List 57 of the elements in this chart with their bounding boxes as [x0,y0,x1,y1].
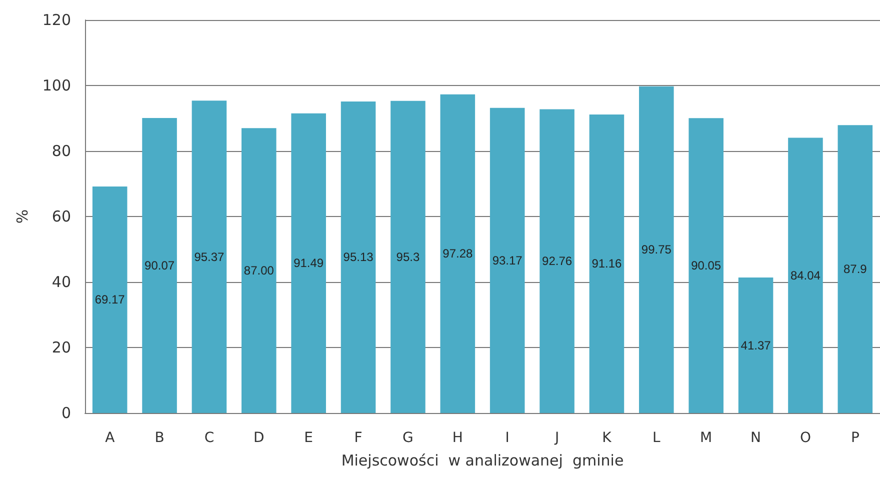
bar [340,101,376,413]
x-tick-label: O [800,430,811,446]
bar [142,118,177,413]
y-axis-title: % [14,209,32,224]
y-tick-label: 0 [61,404,71,422]
y-tick-label: 100 [42,76,71,94]
data-label: 90.07 [144,258,175,273]
x-tick-label: G [402,430,414,446]
bar [838,125,873,413]
bar [291,113,326,413]
data-label: 95.37 [194,250,225,264]
x-tick-label: M [700,430,712,446]
x-tick-label: C [204,430,214,446]
x-tick-label: D [254,430,264,446]
bar [738,278,774,413]
x-tick-label: P [850,430,860,446]
x-axis-title: Miejscowości w analizowanej gminie [341,452,624,470]
data-label: 84.04 [790,268,821,282]
bar [688,118,724,413]
x-tick-label: L [652,430,660,446]
bar [540,109,574,413]
bar [788,138,823,413]
bar [639,86,674,413]
bar [440,94,476,413]
data-label: 99.75 [641,242,672,257]
bar [242,128,276,413]
data-label: 41.37 [740,338,772,352]
data-label: 91.49 [294,256,324,270]
x-tick-label: N [750,430,762,446]
data-label: 91.16 [592,256,622,271]
y-tick-label: 40 [52,273,71,291]
data-label: 93.17 [492,253,523,268]
data-label: 95.13 [343,250,374,264]
x-tick-label: E [304,430,314,446]
data-label: 90.05 [691,258,722,273]
data-label: 87.9 [843,262,868,276]
data-label: 95.3 [396,250,420,264]
bar [390,100,426,413]
bar [589,114,624,413]
y-tick-label: 80 [52,142,71,160]
x-tick-label: H [452,430,463,446]
bar [192,100,227,413]
x-tick-label: J [554,430,560,446]
x-tick-label: I [505,430,510,446]
x-tick-label: F [354,430,362,446]
data-label: 87.00 [244,264,274,278]
y-tick-label: 20 [52,338,71,356]
x-tick-label: B [154,430,164,446]
data-label: 97.28 [442,246,473,261]
bar [490,108,525,413]
data-label: 92.76 [542,254,572,268]
y-tick-label: 60 [52,208,71,226]
x-tick-label: A [105,430,116,446]
x-tick-label: K [602,430,612,446]
data-label: 69.17 [94,292,126,307]
y-tick-label: 120 [42,11,71,29]
bar [92,186,128,413]
